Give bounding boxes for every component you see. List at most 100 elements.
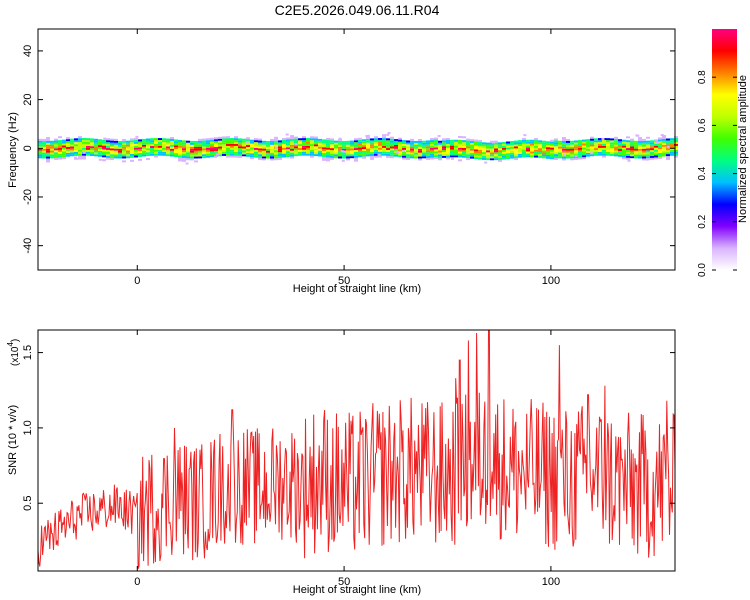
spectrogram-cell — [522, 143, 526, 146]
spectrogram-cell — [470, 150, 474, 153]
spectrogram-cell — [594, 148, 598, 151]
spectrogram-cell — [518, 151, 522, 154]
spectrogram-cell — [122, 140, 126, 143]
snr-x-tick-label: 0 — [134, 576, 140, 588]
spectrogram-cell — [558, 156, 562, 159]
spectrogram-cell — [510, 148, 514, 151]
spectrogram-cell — [502, 147, 506, 150]
spectrogram-cell — [426, 150, 430, 153]
spectrogram-cell — [190, 148, 194, 151]
spectrogram-cell — [570, 158, 574, 161]
spectrogram-cell — [374, 143, 378, 146]
spectrogram-cell — [674, 147, 678, 150]
snr-y-ticks: 0.51.01.5 — [22, 345, 675, 511]
spectrogram-cell — [578, 145, 582, 148]
spectrogram-cell — [182, 155, 186, 158]
spectrogram-cell — [186, 152, 190, 155]
spectrogram-cell — [402, 142, 406, 145]
spectrogram-cell — [282, 153, 286, 156]
spectrogram-cell — [382, 151, 386, 154]
spectrogram-cell — [386, 138, 390, 141]
spectrogram-cell — [310, 140, 314, 143]
spectrogram-cell — [258, 156, 262, 159]
spectrogram-cell — [578, 143, 582, 146]
spectrogram-cell — [658, 147, 662, 150]
spectrogram-cell — [506, 151, 510, 154]
spectrogram-cell — [230, 147, 234, 150]
spectrogram-cell — [150, 142, 154, 145]
spectrogram-cell — [478, 155, 482, 158]
spectrogram-cell — [478, 140, 482, 143]
spectrogram-cell — [638, 150, 642, 153]
spectrogram-cell — [246, 145, 250, 148]
spectrogram-cell — [290, 150, 294, 153]
spectrogram-cell — [446, 157, 450, 160]
spectrogram-cell — [310, 144, 314, 147]
spectrogram-cell — [636, 134, 640, 137]
spectrogram-cell — [286, 153, 290, 156]
spectrogram-cell — [198, 152, 202, 155]
spectrogram-cell — [462, 140, 466, 143]
spectrogram-cell — [322, 156, 326, 159]
spectrogram-cell — [322, 151, 326, 154]
spectrogram-cell — [618, 152, 622, 155]
spectrogram-cell — [110, 156, 114, 159]
spectrogram-cell — [102, 139, 106, 142]
spectrogram-cell — [386, 153, 390, 156]
spectrogram-cell — [46, 154, 50, 157]
spectrogram-cell — [218, 144, 222, 147]
spectrogram-cell — [398, 137, 402, 140]
spectrogram-cell — [542, 154, 546, 157]
spectrogram-cell — [270, 144, 274, 147]
spectrogram-cell — [530, 147, 534, 150]
spectrogram-cell — [338, 142, 342, 145]
spectrogram-cell — [550, 145, 554, 148]
spectrogram-cell — [138, 145, 142, 148]
spectrogram-cell — [466, 146, 470, 149]
spectrogram-cell — [342, 156, 346, 159]
spectrogram-cell — [450, 143, 454, 146]
spectrogram-cell — [274, 144, 278, 147]
spectrogram-cell — [242, 150, 246, 153]
spectrogram-cell — [618, 154, 622, 157]
spectrogram-cell — [54, 148, 58, 151]
spectrogram-cell — [322, 154, 326, 157]
spectrogram-cell — [138, 139, 142, 142]
spectrogram-cell — [506, 155, 510, 158]
spectrogram-cell — [182, 144, 186, 147]
spectrogram-cell — [470, 148, 474, 151]
spectrogram-cell — [446, 143, 450, 146]
spectrogram-cell — [306, 138, 310, 141]
spectrogram-cell — [510, 142, 514, 145]
spectrogram-cell — [674, 141, 678, 144]
spectrogram-cell — [174, 143, 178, 146]
spectrogram-cell — [330, 148, 334, 151]
spectrogram-cell — [106, 151, 110, 154]
spectrogram-cell — [382, 145, 386, 148]
spectrogram-cell — [598, 151, 602, 154]
spectrogram-cell — [98, 139, 102, 142]
spectrogram-cell — [342, 146, 346, 149]
spectrogram-cell — [282, 138, 286, 141]
spectrogram-cell — [326, 139, 330, 142]
spectrogram-cell — [198, 148, 202, 151]
spectrogram-cell — [322, 147, 326, 150]
spectrogram-cell — [278, 154, 282, 157]
spectrogram-cell — [450, 149, 454, 152]
spectrogram-cell — [606, 140, 610, 143]
spectrogram-cell — [206, 145, 210, 148]
spectrogram-cell — [350, 146, 354, 149]
spectrogram-cell — [222, 153, 226, 156]
spectrogram-cell — [590, 142, 594, 145]
spectrogram-cell — [614, 140, 618, 143]
spectrogram-cell — [398, 151, 402, 154]
spectrogram-cell — [102, 155, 106, 158]
spectrogram-cell — [178, 147, 182, 150]
spectrogram-cell — [290, 156, 294, 159]
spectrogram-cell — [406, 148, 410, 151]
spectrogram-cell — [262, 144, 266, 147]
spectrogram-cell — [650, 151, 654, 154]
spectrogram-cell — [54, 144, 58, 147]
spectrogram-cell — [378, 139, 382, 142]
spectrogram-cell — [498, 148, 502, 151]
